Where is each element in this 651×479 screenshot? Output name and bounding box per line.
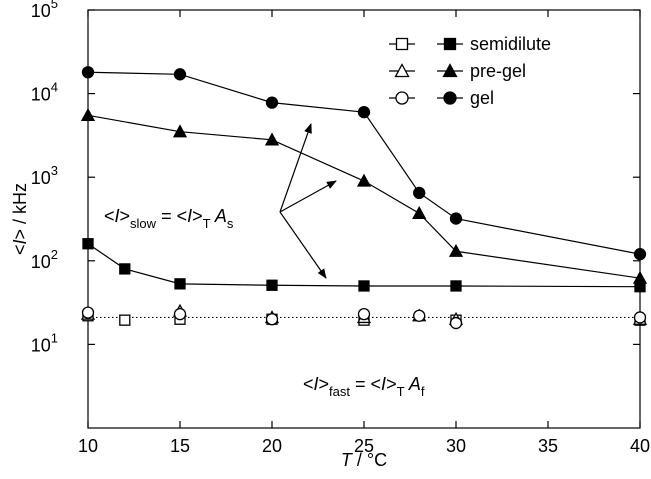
data-point xyxy=(173,308,187,321)
y-tick-base: 10 xyxy=(31,85,51,105)
annotation-part: A xyxy=(211,206,227,226)
data-point xyxy=(265,96,279,109)
x-tick-label: 35 xyxy=(538,436,558,456)
annotation-part: > xyxy=(120,206,131,226)
annotation: <I>slow = <I>T As xyxy=(104,206,234,231)
legend-symbol xyxy=(443,91,457,105)
annotation-part: T xyxy=(397,384,405,399)
data-point xyxy=(358,280,370,292)
annotation-part: s xyxy=(227,216,234,231)
data-point xyxy=(356,173,372,187)
annotation-part: I xyxy=(115,206,120,226)
arrow xyxy=(279,211,327,279)
y-tick-label: 102 xyxy=(31,247,58,272)
data-point xyxy=(449,316,463,330)
data-point xyxy=(266,279,278,291)
annotation-part: > xyxy=(386,374,397,394)
data-point xyxy=(119,314,131,326)
y-tick-base: 10 xyxy=(31,252,51,272)
data-point xyxy=(413,309,426,322)
y-tick-exponent: 1 xyxy=(51,330,58,345)
data-point xyxy=(632,270,648,284)
data-point xyxy=(119,263,131,275)
arrow xyxy=(279,123,312,213)
data-point xyxy=(173,68,187,81)
x-axis-label: T / °C xyxy=(341,450,387,470)
y-axis-label-part: > / kHz xyxy=(10,183,30,240)
legend-symbol xyxy=(395,91,409,105)
data-point xyxy=(172,124,188,138)
data-point xyxy=(413,186,426,199)
x-tick-label: 15 xyxy=(170,436,190,456)
x-tick-label: 40 xyxy=(630,436,650,456)
data-point xyxy=(412,205,427,219)
annotation-part: = < xyxy=(350,374,381,394)
annotation-part: fast xyxy=(329,384,350,399)
annotation: <I>fast = <I>T Af xyxy=(303,374,425,399)
data-point xyxy=(265,313,279,326)
annotation-part: slow xyxy=(130,216,157,231)
annotation-part: I xyxy=(314,374,319,394)
annotation-part: T xyxy=(203,216,211,231)
x-tick-label: 30 xyxy=(446,436,466,456)
annotation-part: f xyxy=(421,384,425,399)
annotation-part: I xyxy=(187,206,192,226)
data-point xyxy=(81,66,95,79)
y-tick-exponent: 3 xyxy=(51,163,58,178)
y-tick-label: 104 xyxy=(31,80,58,105)
series-line xyxy=(87,243,641,288)
legend-label: pre-gel xyxy=(470,61,526,81)
arrow xyxy=(279,180,337,213)
legend-symbol xyxy=(443,37,457,51)
series-line xyxy=(87,114,641,279)
legend-symbol xyxy=(442,63,458,78)
annotation-arrows xyxy=(279,123,337,279)
legend-symbol xyxy=(394,63,410,78)
y-tick-exponent: 2 xyxy=(51,247,58,262)
y-axis-label: <I> / kHz xyxy=(10,183,30,255)
legend-label: gel xyxy=(470,88,494,108)
y-axis-label-part: I xyxy=(10,239,30,244)
data-point xyxy=(448,243,464,257)
data-point xyxy=(80,107,96,121)
y-tick-exponent: 5 xyxy=(51,0,58,11)
data-point xyxy=(633,311,647,324)
data-point xyxy=(82,238,94,250)
data-point xyxy=(450,280,462,292)
y-axis-label-part: < xyxy=(10,245,30,256)
data-point xyxy=(174,278,186,290)
annotation-part: > xyxy=(192,206,203,226)
legend-label: semidilute xyxy=(470,34,551,54)
annotation-part: I xyxy=(381,374,386,394)
data-point xyxy=(264,132,280,146)
data-point xyxy=(449,212,463,225)
x-axis-label-part: / °C xyxy=(352,450,387,470)
annotation-part: < xyxy=(104,206,115,226)
x-tick-label: 25 xyxy=(354,436,374,456)
data-point xyxy=(633,248,647,261)
x-axis-label-part: T xyxy=(341,450,354,470)
annotation-part: = < xyxy=(156,206,187,226)
x-tick-label: 20 xyxy=(262,436,282,456)
annotation-part: A xyxy=(405,374,421,394)
y-tick-label: 101 xyxy=(31,330,58,355)
y-tick-base: 10 xyxy=(31,168,51,188)
data-point xyxy=(357,105,371,119)
y-tick-label: 105 xyxy=(31,0,58,21)
y-tick-exponent: 4 xyxy=(51,80,58,95)
annotation-part: < xyxy=(303,374,314,394)
y-tick-base: 10 xyxy=(31,335,51,355)
y-tick-label: 103 xyxy=(31,163,58,188)
annotation-part: > xyxy=(319,374,330,394)
series-line xyxy=(87,71,641,255)
x-tick-label: 10 xyxy=(78,436,98,456)
y-tick-base: 10 xyxy=(31,1,51,21)
legend-symbol xyxy=(395,37,409,51)
data-point xyxy=(81,306,95,319)
data-point xyxy=(357,308,371,321)
